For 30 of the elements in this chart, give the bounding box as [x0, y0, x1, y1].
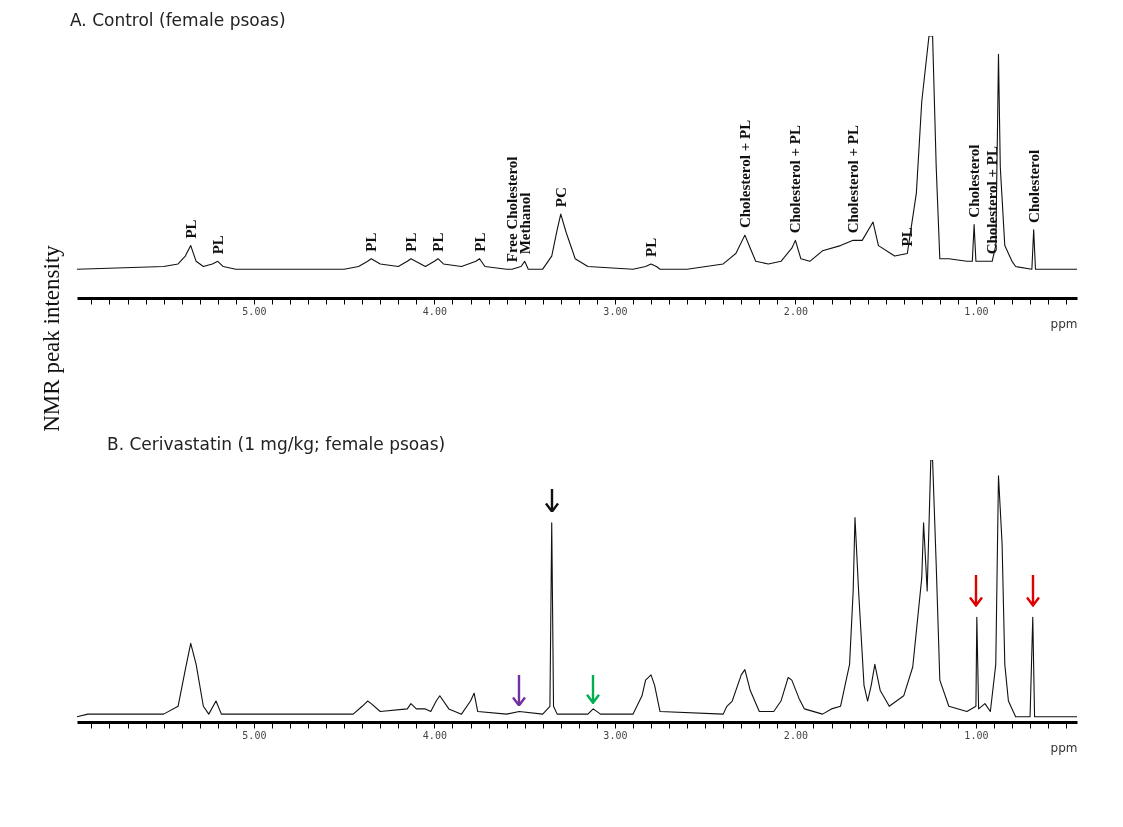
x-tick-label: 4.00 [422, 729, 447, 741]
y-axis-title: NMR peak intensity [38, 244, 64, 432]
annotation: Cholesterol [1025, 149, 1042, 223]
annotation: Cholesterol [966, 144, 983, 218]
annotation: Cholesterol + PL [787, 125, 804, 234]
annotation: PL [471, 232, 488, 252]
x-tick-label: 1.00 [964, 729, 989, 741]
annotation: PC [552, 187, 569, 208]
x-tick-label: 1.00 [964, 305, 989, 317]
chart-title: B. Cerivastatin (1 mg/kg; female psoas) [107, 434, 446, 454]
annotation: PL [182, 219, 199, 239]
x-tick-label: 2.00 [783, 305, 808, 317]
x-axis-title: ppm [1050, 316, 1078, 331]
annotation: PL [209, 235, 226, 255]
x-tick-label: 5.00 [242, 305, 267, 317]
annotation: Cholesterol + PL [984, 146, 1001, 255]
x-tick-label: 5.00 [242, 729, 267, 741]
x-tick-label: 4.00 [422, 305, 447, 317]
annotation: PL [643, 237, 660, 257]
x-axis-title: ppm [1050, 740, 1078, 755]
annotation: PL [899, 227, 916, 247]
x-tick-label: 3.00 [603, 729, 628, 741]
annotation: PL [363, 232, 380, 252]
annotation: PL [430, 232, 447, 252]
annotation: PL [402, 232, 419, 252]
x-tick-label: 2.00 [783, 729, 808, 741]
x-tick-label: 3.00 [603, 305, 628, 317]
annotation: Cholesterol + PL [736, 119, 753, 229]
annotation: Cholesterol + PL [845, 125, 862, 234]
chart-title: A. Control (female psoas) [70, 10, 286, 30]
